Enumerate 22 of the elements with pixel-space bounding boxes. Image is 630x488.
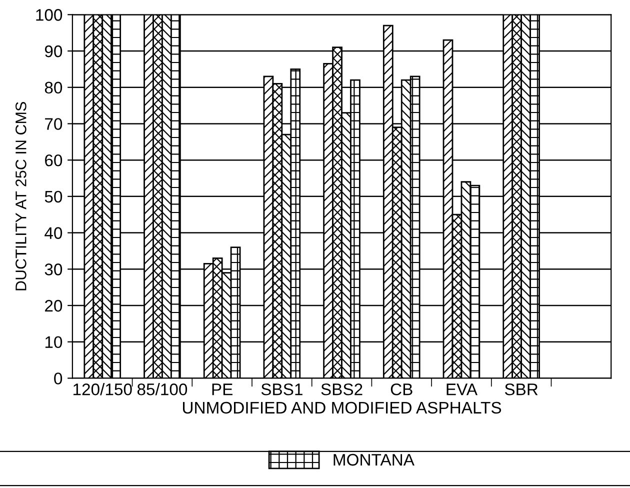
x-tick-label: 120/150 (74, 383, 132, 396)
y-tick-label: 10 (45, 336, 62, 348)
y-tick-label: 40 (44, 227, 62, 239)
y-tick-label: 80 (44, 82, 62, 94)
y-tick-label: 0 (54, 372, 62, 384)
x-tick-label: EVA (446, 384, 478, 396)
y-tick-label: 70 (45, 118, 62, 130)
x-tick-label: SBS1 (261, 384, 302, 396)
legend-label: MONTANA (334, 454, 414, 466)
x-tick-label: CB (390, 384, 412, 396)
x-axis-title: UNMODIFIED AND MODIFIED ASPHALTS (183, 402, 502, 414)
x-tick-label: PE (212, 384, 232, 396)
y-tick-label: 50 (44, 190, 62, 203)
x-tick-label: SBS2 (321, 384, 362, 396)
y-axis-title: DUCTILITY AT 25C IN CMS (16, 102, 26, 290)
x-tick-label: 85/100 (137, 383, 188, 396)
y-tick-label: 90 (44, 45, 62, 58)
y-tick-label: 60 (45, 154, 62, 166)
y-tick-label: 100 (36, 9, 62, 21)
y-tick-label: 20 (45, 300, 62, 312)
x-tick-label: SBR (504, 384, 538, 396)
y-tick-label: 30 (44, 264, 62, 276)
